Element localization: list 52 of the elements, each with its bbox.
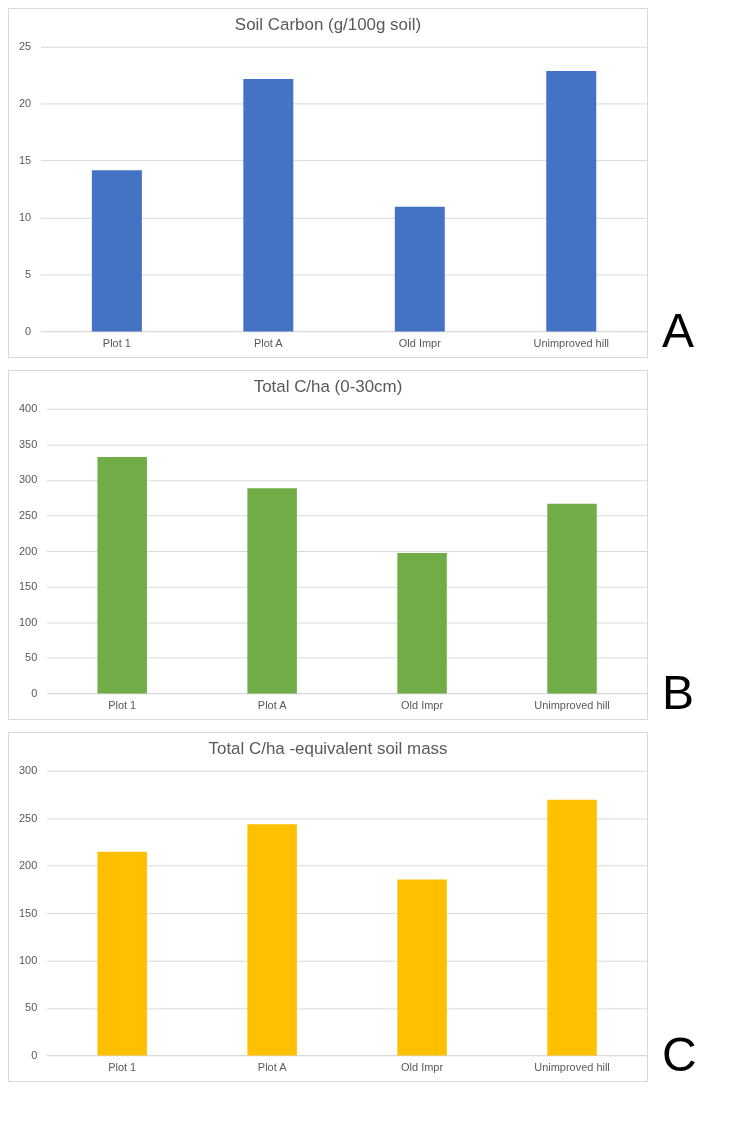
y-tick-label: 50 (25, 651, 38, 664)
chart-title: Total C/ha -equivalent soil mass (208, 738, 448, 758)
y-tick-label: 300 (18, 764, 38, 777)
x-tick-label: Unimproved hill (534, 1061, 610, 1074)
text: C (662, 1027, 697, 1082)
text: A (662, 303, 695, 358)
x-tick-label: Plot A (254, 337, 284, 350)
bar (397, 552, 447, 694)
y-tick-label: 200 (18, 544, 38, 557)
y-tick-label: 0 (25, 324, 32, 337)
y-tick-label: 50 (25, 1001, 38, 1014)
y-tick-label: 15 (18, 154, 32, 167)
chart-title: Soil Carbon (g/100g soil) (234, 14, 422, 34)
y-tick-label: 5 (25, 268, 32, 280)
x-tick-label: Plot 1 (108, 699, 137, 712)
y-tick-label: 250 (18, 508, 38, 521)
bar (547, 503, 597, 694)
bar (91, 170, 142, 332)
bar (247, 824, 297, 1056)
x-tick-label: Plot 1 (108, 1061, 137, 1074)
bar (247, 488, 297, 694)
x-tick-label: Plot A (257, 699, 288, 712)
bar (243, 79, 294, 332)
bar (547, 799, 597, 1056)
y-tick-label: 20 (18, 97, 32, 110)
x-tick-label: Old Impr (398, 337, 442, 350)
x-tick-label: Old Impr (401, 699, 444, 712)
y-tick-label: 25 (18, 40, 32, 53)
x-tick-label: Plot 1 (102, 337, 131, 350)
y-tick-label: 100 (18, 615, 38, 628)
x-tick-label: Unimproved hill (534, 699, 610, 712)
y-tick-label: 400 (18, 402, 38, 415)
y-tick-label: 100 (18, 954, 38, 967)
x-tick-label: Plot A (257, 1061, 288, 1074)
y-tick-label: 250 (18, 811, 38, 824)
bar (546, 71, 597, 332)
text: B (662, 665, 695, 720)
y-tick-label: 10 (18, 211, 32, 224)
y-tick-label: 150 (18, 906, 38, 919)
bar (97, 456, 147, 694)
y-tick-label: 150 (18, 580, 38, 593)
bar (394, 206, 445, 332)
y-tick-label: 300 (18, 473, 38, 486)
y-tick-label: 200 (18, 859, 38, 872)
bar (97, 851, 147, 1056)
y-tick-label: 0 (31, 686, 38, 699)
chart-title: Total C/ha (0-30cm) (253, 376, 403, 396)
y-tick-label: 350 (18, 437, 38, 450)
x-tick-label: Unimproved hill (533, 337, 610, 350)
bar (397, 879, 447, 1056)
x-tick-label: Old Impr (401, 1061, 444, 1074)
y-tick-label: 0 (31, 1048, 38, 1061)
